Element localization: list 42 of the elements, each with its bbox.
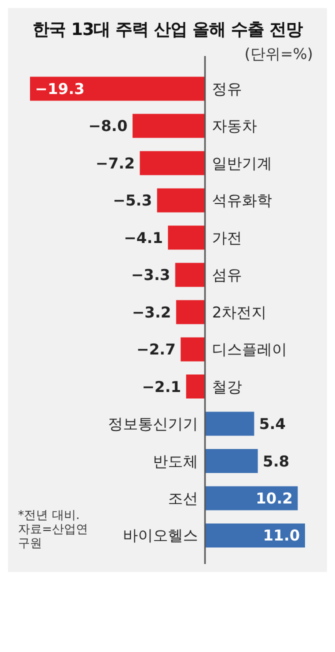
- y-tick-label: 자동차: [212, 117, 258, 136]
- y-tick-label: 2차전지: [212, 303, 267, 322]
- y-tick-label: 조선: [168, 489, 198, 508]
- annotation: *전년 대비. 자료=산업연구원: [18, 508, 90, 550]
- y-tick-label: 일반기계: [212, 154, 272, 172]
- chart-subtitle: (단위=%): [243, 45, 314, 64]
- data-label: 10.2: [256, 489, 293, 508]
- y-tick-label: 반도체: [153, 452, 198, 470]
- bar: [180, 337, 206, 362]
- data-label: 11.0: [262, 526, 300, 545]
- y-tick-label: 정보통신기기: [108, 415, 198, 434]
- data-label: −2.1: [142, 378, 182, 396]
- bar: [175, 262, 206, 287]
- y-tick-label: 석유화학: [212, 192, 272, 210]
- data-label: −4.1: [124, 228, 163, 247]
- bar: [205, 486, 298, 510]
- bar: [176, 300, 206, 324]
- data-label: 5.8: [262, 452, 290, 470]
- y-tick-label: 가전: [212, 228, 242, 247]
- chart-title: 한국 13대 주력 산업 올해 수출 전망: [32, 19, 304, 41]
- bar: [157, 188, 206, 212]
- data-label: −3.3: [131, 266, 170, 284]
- bar: [205, 523, 305, 548]
- bar: [30, 76, 206, 101]
- data-label: −3.2: [132, 303, 172, 322]
- y-tick-label: 디스플레이: [212, 340, 288, 359]
- data-label: −7.2: [96, 154, 135, 172]
- data-label: −19.3: [35, 80, 85, 98]
- data-label: −5.3: [112, 192, 152, 210]
- bar: [205, 412, 254, 436]
- data-label: −2.7: [136, 340, 176, 359]
- y-tick-label: 바이오헬스: [123, 526, 198, 545]
- y-tick-label: 철강: [212, 378, 242, 396]
- bar: [205, 449, 258, 474]
- bar: [168, 226, 206, 250]
- y-tick-label: 정유: [212, 80, 242, 98]
- bar: [132, 114, 206, 138]
- bar: [186, 374, 206, 399]
- bar: [140, 151, 206, 176]
- data-label: 5.4: [259, 415, 286, 434]
- data-label: −8.0: [88, 117, 128, 136]
- y-tick-label: 섬유: [212, 266, 242, 284]
